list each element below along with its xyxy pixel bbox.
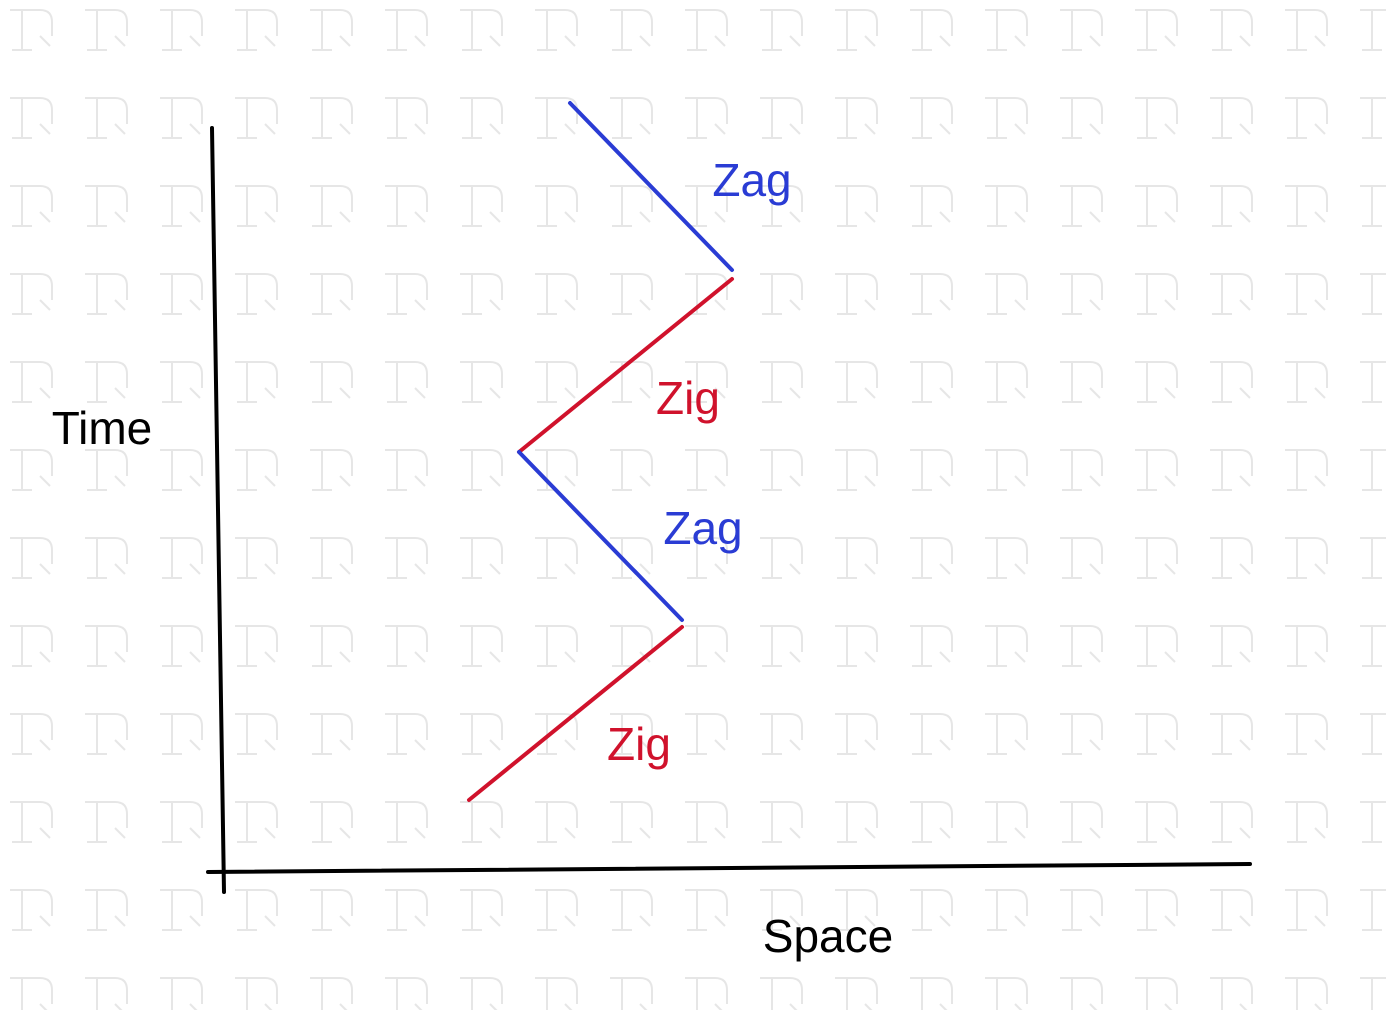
segment-label: Zag (712, 154, 791, 206)
segment-label: Zig (656, 372, 720, 424)
x-axis (206, 862, 1252, 874)
zag-line (568, 101, 734, 272)
zig-line (467, 625, 684, 802)
y-axis-label: Time (52, 402, 153, 454)
x-axis-label: Space (763, 910, 893, 962)
segment-label: Zig (607, 718, 671, 770)
segment-label: Zag (663, 502, 742, 554)
y-axis (210, 126, 226, 894)
zig-line (517, 277, 734, 454)
zag-line (517, 450, 684, 622)
